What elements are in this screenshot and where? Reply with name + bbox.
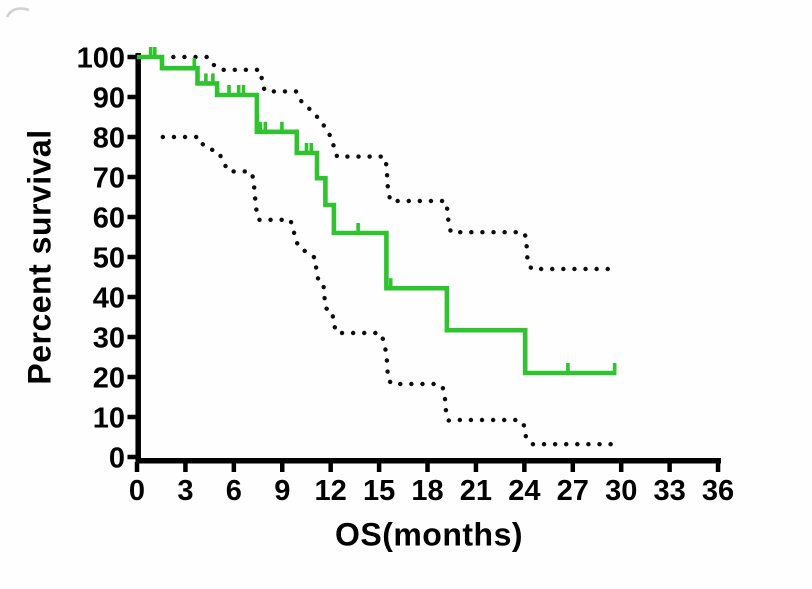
y-tick-label: 20 (93, 363, 125, 395)
x-tick-label: 15 (363, 475, 395, 507)
x-tick-label: 6 (226, 475, 242, 507)
y-tick-label: 80 (93, 123, 125, 155)
x-tick-label: 12 (315, 475, 347, 507)
x-tick-label: 24 (508, 475, 540, 507)
x-tick-label: 9 (274, 475, 290, 507)
y-tick-label: 0 (109, 443, 125, 475)
x-tick-label: 36 (702, 475, 734, 507)
y-tick-label: 60 (93, 203, 125, 235)
y-tick-label: 50 (93, 243, 125, 275)
x-tick-label: 27 (557, 475, 589, 507)
y-tick-label: 70 (93, 163, 125, 195)
km-curve (137, 54, 617, 376)
x-tick-label: 0 (129, 475, 145, 507)
ci-lower-dotted-curve (160, 134, 621, 447)
x-tick-label: 18 (411, 475, 443, 507)
y-tick-label: 40 (93, 283, 125, 315)
y-axis-title: Percent survival (21, 129, 58, 385)
y-tick-label: 100 (77, 43, 125, 75)
x-axis-title: OS(months) (334, 516, 524, 553)
y-tick-label: 30 (93, 323, 125, 355)
x-tick-label: 21 (460, 475, 492, 507)
corner-artifact (5, 7, 30, 18)
y-tick-label: 90 (93, 83, 125, 115)
y-tick-label: 10 (93, 403, 125, 435)
x-tick-label: 3 (177, 475, 193, 507)
x-tick-label: 30 (605, 475, 637, 507)
x-tick-label: 33 (653, 475, 685, 507)
